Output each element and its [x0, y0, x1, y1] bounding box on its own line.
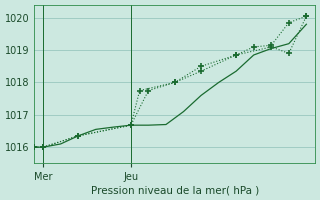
X-axis label: Pression niveau de la mer( hPa ): Pression niveau de la mer( hPa )	[91, 185, 259, 195]
